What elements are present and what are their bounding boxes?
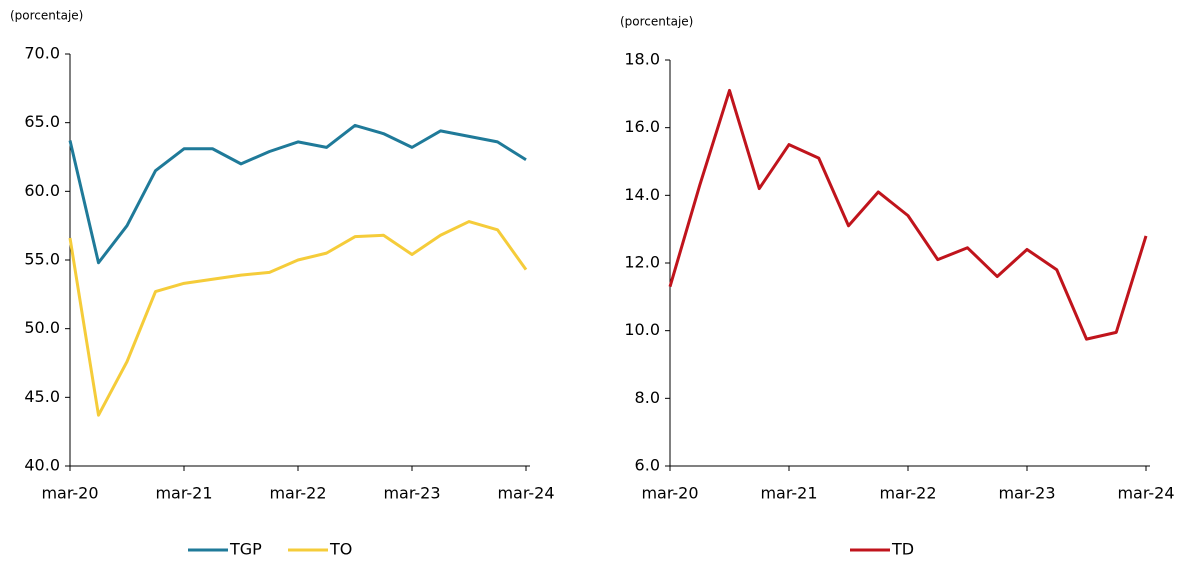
unit-label: (porcentaje) bbox=[10, 9, 83, 23]
x-tick-label: mar-21 bbox=[155, 484, 212, 503]
y-tick-label: 45.0 bbox=[24, 387, 60, 406]
x-tick-label: mar-21 bbox=[760, 484, 817, 503]
y-tick-label: 65.0 bbox=[24, 112, 60, 131]
y-tick-label: 50.0 bbox=[24, 318, 60, 337]
legend-label: TGP bbox=[229, 540, 262, 559]
x-tick-label: mar-24 bbox=[1117, 484, 1174, 503]
y-tick-label: 14.0 bbox=[624, 185, 660, 204]
x-tick-label: mar-22 bbox=[879, 484, 936, 503]
y-tick-label: 12.0 bbox=[624, 253, 660, 272]
x-tick-label: mar-24 bbox=[497, 484, 554, 503]
x-tick-label: mar-22 bbox=[269, 484, 326, 503]
y-tick-label: 6.0 bbox=[635, 456, 660, 475]
y-tick-label: 10.0 bbox=[624, 320, 660, 339]
x-tick-label: mar-23 bbox=[383, 484, 440, 503]
y-tick-label: 40.0 bbox=[24, 456, 60, 475]
y-tick-label: 70.0 bbox=[24, 44, 60, 63]
x-tick-label: mar-23 bbox=[998, 484, 1055, 503]
y-tick-label: 55.0 bbox=[24, 250, 60, 269]
y-tick-label: 60.0 bbox=[24, 181, 60, 200]
y-tick-label: 18.0 bbox=[624, 50, 660, 69]
legend-label: TO bbox=[329, 540, 352, 559]
y-tick-label: 16.0 bbox=[624, 117, 660, 136]
line bbox=[68, 123, 527, 265]
line bbox=[668, 88, 1148, 341]
y-tick-label: 8.0 bbox=[635, 388, 660, 407]
line bbox=[68, 220, 528, 417]
x-tick-label: mar-20 bbox=[641, 484, 698, 503]
legend-label: TD bbox=[891, 540, 914, 559]
x-tick-label: mar-20 bbox=[41, 484, 98, 503]
unit-label: (porcentaje) bbox=[620, 15, 693, 29]
